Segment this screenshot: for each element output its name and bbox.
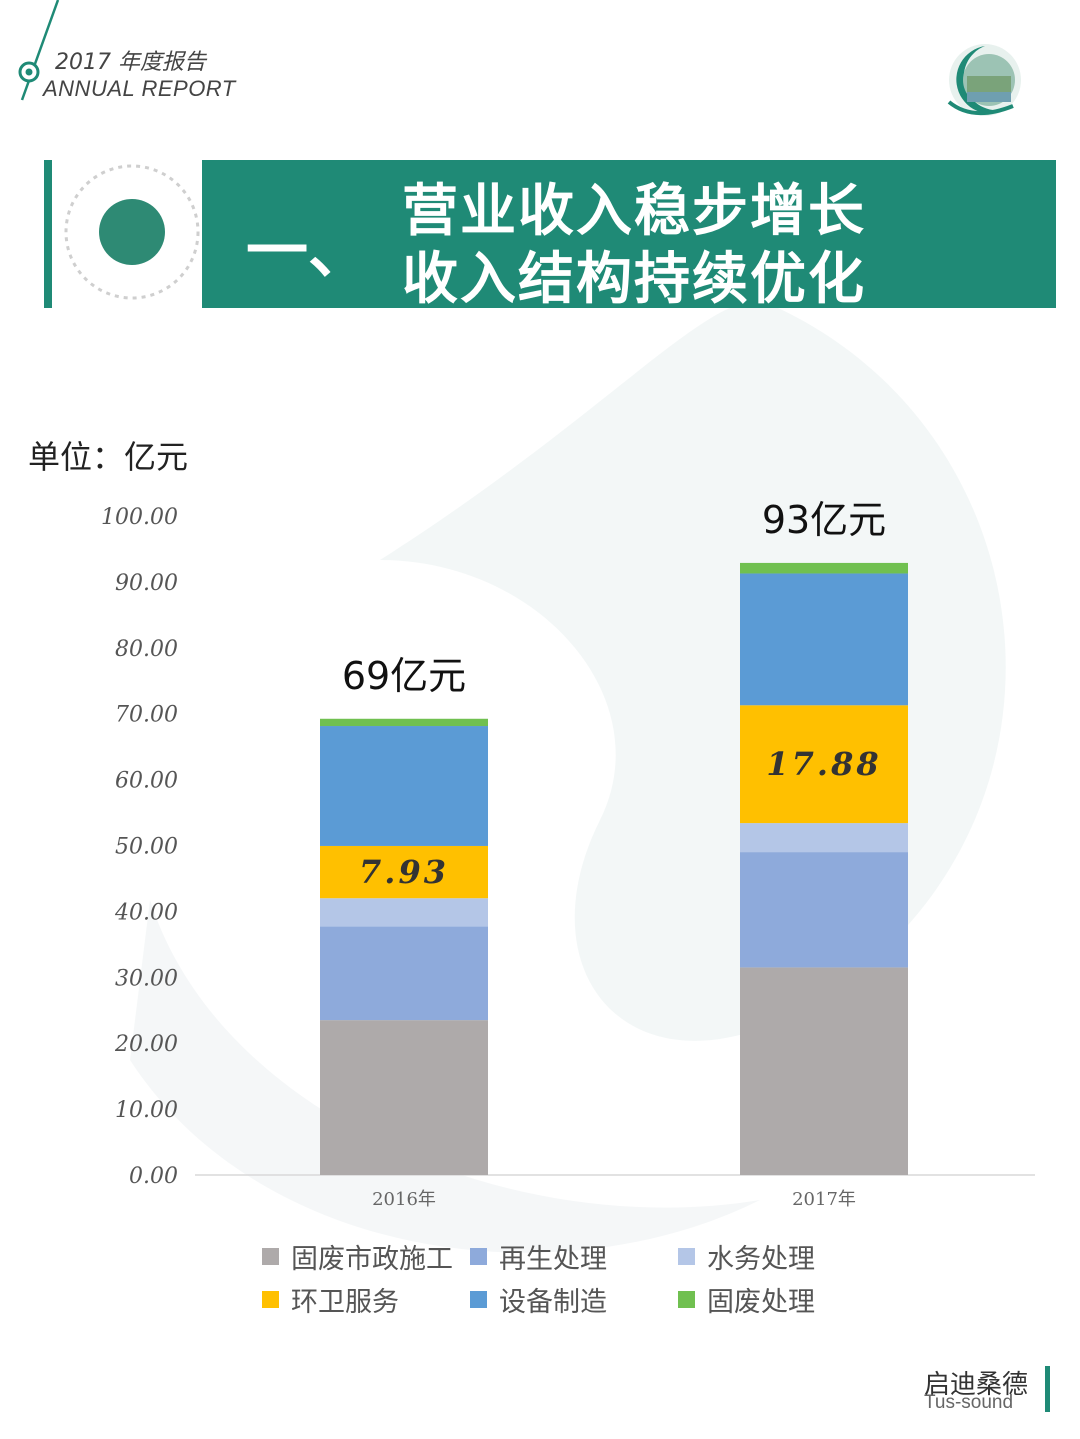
bar-segment (320, 926, 488, 1021)
y-tick-label: 0.00 (129, 1164, 178, 1189)
report-subtitle: ANNUAL REPORT (43, 76, 236, 101)
y-tick-label: 40.00 (114, 900, 178, 925)
legend-swatch (678, 1247, 695, 1265)
section-banner: 一、 营业收入稳步增长 收入结构持续优化 (44, 160, 1056, 312)
y-tick-label: 100.00 (101, 505, 178, 530)
legend-item: 固废市政施工 (262, 1236, 453, 1276)
y-tick-label: 20.00 (114, 1032, 178, 1057)
legend-label: 水务处理 (707, 1243, 815, 1275)
legend-label: 固废处理 (707, 1286, 815, 1318)
x-tick-label: 2016年 (372, 1189, 436, 1210)
bar-segment (320, 898, 488, 927)
bar-segment (740, 573, 908, 706)
banner-title-line2: 收入结构持续优化 (402, 247, 866, 312)
y-tick-label: 10.00 (115, 1098, 178, 1123)
banner-emblem (52, 160, 202, 308)
brand-name: 启迪桑德 (924, 1370, 1029, 1400)
y-tick-label: 80.00 (115, 637, 178, 662)
y-tick-label: 30.00 (115, 966, 178, 991)
banner-title-panel: 一、 营业收入稳步增长 收入结构持续优化 (202, 160, 1056, 312)
legend-item: 固废处理 (678, 1279, 815, 1319)
brand-name-en: Tus-sound (924, 1392, 1014, 1413)
page-header: 2017 年度报告 ANNUAL REPORT (0, 0, 1080, 130)
legend-item: 水务处理 (678, 1236, 815, 1276)
bar-segment (320, 1020, 488, 1175)
report-year: 2017 年度报告 (55, 50, 206, 75)
banner-title-line1: 营业收入稳步增长 (402, 179, 866, 244)
legend-label: 固废市政施工 (291, 1243, 453, 1275)
data-label: 17.88 (766, 745, 881, 783)
bar-segment (320, 726, 488, 846)
data-label: 7.93 (359, 853, 449, 891)
legend-swatch (262, 1290, 279, 1308)
header-pin-icon (18, 0, 60, 101)
bar-total-label: 93亿元 (762, 498, 886, 542)
bar-total-label: 69亿元 (342, 654, 466, 698)
y-tick-label: 60.00 (115, 769, 178, 794)
banner-stripe (44, 160, 52, 308)
legend-swatch (678, 1290, 695, 1308)
bar-segment (320, 718, 488, 727)
chart-legend: 固废市政施工 再生处理 水务处理环卫服务 设备制造 固废处理 (262, 1236, 882, 1326)
section-number: 一、 (246, 214, 371, 287)
bar-segment (740, 852, 908, 968)
stacked-bar-chart: 0.00 10.00 20.00 30.00 40.00 50.00 60.00 70.00 8… (101, 498, 1035, 1210)
bar-segment (740, 562, 908, 574)
y-tick-label: 90.00 (115, 571, 178, 596)
bar-segment (320, 845, 488, 899)
legend-swatch (470, 1247, 487, 1265)
legend-label: 再生处理 (499, 1243, 607, 1275)
bar-segment (740, 823, 908, 853)
brand-divider (1045, 1366, 1050, 1412)
legend-swatch (470, 1290, 487, 1308)
legend-label: 设备制造 (499, 1286, 607, 1318)
y-tick-label: 50.00 (115, 835, 178, 860)
unit-label: 单位：亿元 (28, 438, 189, 476)
legend-item: 设备制造 (470, 1279, 607, 1319)
company-logo-icon (947, 44, 1021, 116)
legend-swatch (262, 1247, 279, 1265)
y-tick-label: 70.00 (115, 703, 178, 728)
bar-segment (740, 967, 908, 1175)
legend-item: 环卫服务 (262, 1279, 399, 1319)
legend-label: 环卫服务 (291, 1286, 399, 1318)
legend-item: 再生处理 (470, 1236, 607, 1276)
bar-segment (740, 705, 908, 824)
circle-emblem-icon (64, 164, 200, 300)
x-tick-label: 2017年 (792, 1189, 856, 1210)
